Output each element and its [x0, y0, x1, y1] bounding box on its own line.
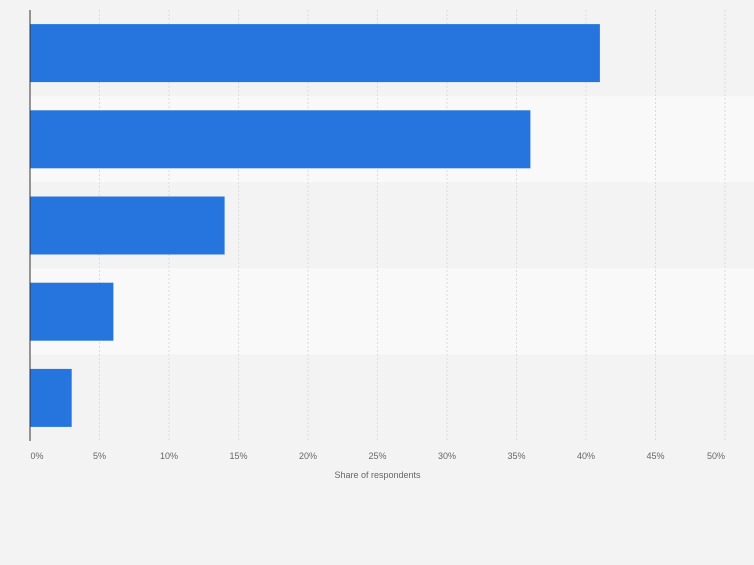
x-tick-label: 25%	[368, 451, 386, 461]
x-tick-label: 0%	[30, 451, 43, 461]
x-tick-label: 30%	[438, 451, 456, 461]
x-tick-label: 40%	[577, 451, 595, 461]
x-tick-label: 20%	[299, 451, 317, 461]
bar	[30, 196, 225, 255]
x-tick-label: 35%	[507, 451, 525, 461]
bars	[30, 24, 600, 427]
row-band	[30, 268, 754, 355]
x-tick-label: 10%	[160, 451, 178, 461]
x-tick-labels: 0% 5% 10% 15% 20% 25% 30% 35% 40% 45% 50%	[30, 451, 725, 461]
bar	[30, 368, 72, 427]
x-tick-label: 45%	[646, 451, 664, 461]
x-tick-label: 50%	[707, 451, 725, 461]
x-tick-label: 15%	[229, 451, 247, 461]
bar	[30, 110, 531, 169]
bar	[30, 282, 114, 341]
bar	[30, 24, 600, 83]
x-tick-label: 5%	[93, 451, 106, 461]
x-axis-title: Share of respondents	[334, 470, 421, 480]
row-band	[30, 354, 754, 441]
